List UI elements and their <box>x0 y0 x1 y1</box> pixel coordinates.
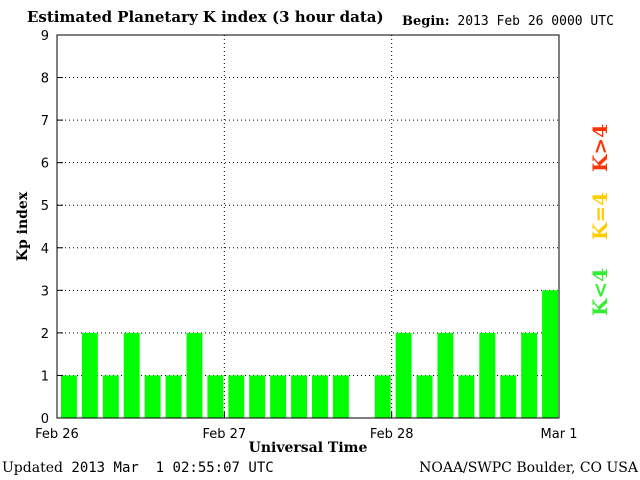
y-ticks: 0 1 2 3 4 5 6 7 8 9 <box>41 29 63 427</box>
y-tick-label: 0 <box>41 412 49 427</box>
y-tick-label: 5 <box>41 199 49 214</box>
updated-time: Updated 2013 Mar 1 02:55:07 UTC <box>2 460 274 476</box>
kp-bar <box>479 332 496 418</box>
x-axis-label: Universal Time <box>249 440 368 456</box>
kp-bar <box>144 375 161 418</box>
kp-bar <box>186 332 203 418</box>
y-tick-label: 8 <box>41 72 49 87</box>
kp-bar <box>81 332 98 418</box>
kp-bar <box>416 375 433 418</box>
kp-bar <box>102 375 119 418</box>
y-tick-label: 2 <box>41 327 49 342</box>
y-axis-label: Kp index <box>15 191 31 261</box>
kp-bar <box>228 375 245 418</box>
kp-bar <box>312 375 328 418</box>
kp-bar <box>437 332 454 418</box>
chart-title: Estimated Planetary K index (3 hour data… <box>27 8 384 26</box>
kp-bar <box>291 375 307 418</box>
legend-equal-4: K=4 <box>588 192 612 240</box>
kp-bar <box>165 375 182 418</box>
x-tick-label: Feb 28 <box>370 427 414 442</box>
x-tick-label: Feb 26 <box>35 427 79 442</box>
y-tick-label: 7 <box>41 114 49 129</box>
bars <box>61 290 558 418</box>
updated-value: 2013 Mar 1 02:55:07 UTC <box>71 460 274 476</box>
y-tick-label: 3 <box>41 284 49 299</box>
kp-bar <box>521 332 538 418</box>
x-tick-label: Feb 27 <box>202 427 246 442</box>
kp-bar <box>249 375 266 418</box>
y-tick-label: 6 <box>41 157 49 172</box>
kp-bar <box>207 375 224 418</box>
kp-bar <box>270 375 287 418</box>
y-tick-label: 9 <box>41 29 49 44</box>
y-tick-label: 4 <box>41 242 49 257</box>
x-tick-label: Mar 1 <box>541 427 578 442</box>
kp-bar <box>500 375 517 418</box>
kp-bar <box>332 375 349 418</box>
y-tick-label: 1 <box>41 369 49 384</box>
updated-label: Updated <box>2 460 63 476</box>
kp-bar <box>395 332 412 418</box>
begin-value: 2013 Feb 26 0000 UTC <box>457 14 614 29</box>
begin-time: Begin: 2013 Feb 26 0000 UTC <box>402 14 614 29</box>
kp-bar <box>374 375 391 418</box>
legend-below-4: K<4 <box>588 268 612 316</box>
legend-above-4: K>4 <box>588 124 612 172</box>
kp-bar <box>458 375 475 418</box>
begin-label: Begin: <box>402 14 450 29</box>
kp-bar <box>542 290 558 418</box>
x-ticks: Feb 26 Feb 27 Feb 28 Mar 1 <box>35 412 577 442</box>
kp-bar <box>61 375 77 418</box>
credit-text: NOAA/SWPC Boulder, CO USA <box>419 460 638 476</box>
kp-bar <box>123 332 140 418</box>
plot-frame <box>56 34 560 419</box>
